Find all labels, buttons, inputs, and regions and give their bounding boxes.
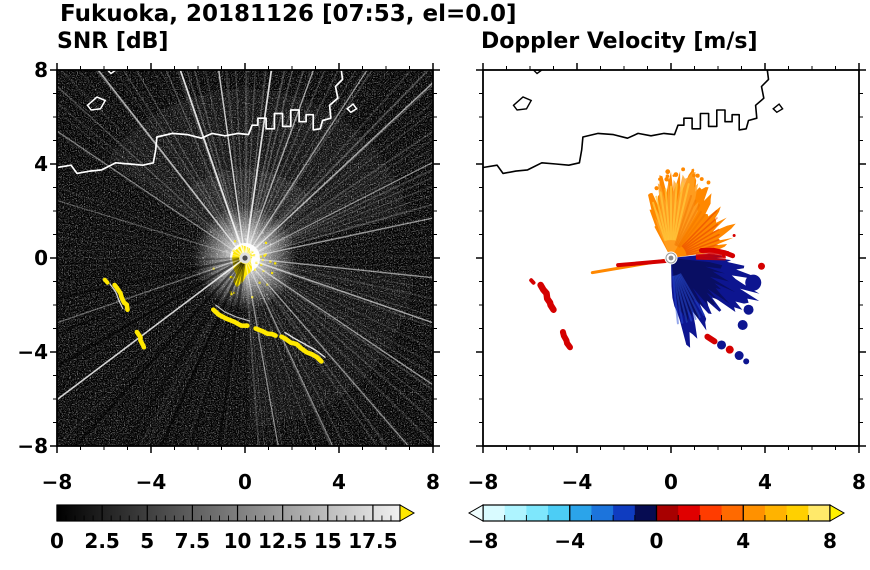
axes-frame	[50, 63, 866, 453]
snr-y-tick-label: 8	[34, 58, 48, 82]
velocity-x-tick-label: 0	[664, 470, 678, 494]
snr-y-tick-label: −4	[17, 340, 48, 364]
snr-colorbar-tick-label: 0	[50, 529, 64, 553]
snr-x-tick-label: −4	[135, 470, 167, 494]
velocity-colorbar-tick-label: −8	[467, 529, 499, 553]
snr-colorbar-tick-label: 10	[223, 529, 252, 553]
snr-x-tick-label: −8	[41, 470, 73, 494]
snr-y-tick-label: −8	[17, 434, 48, 458]
snr-colorbar-tick-label: 12.5	[257, 529, 308, 553]
snr-y-tick-label: 4	[34, 152, 48, 176]
snr-colorbar-tick-label: 17.5	[348, 529, 398, 553]
velocity-x-tick-label: 8	[852, 470, 866, 494]
snr-colorbar-tick-label: 5	[140, 529, 155, 553]
snr-y-tick-label: 0	[34, 246, 48, 270]
snr-colorbar	[56, 504, 416, 522]
snr-image	[57, 70, 433, 446]
velocity-colorbar	[467, 504, 846, 522]
snr-colorbar-over-arrow	[399, 504, 416, 522]
velocity-colorbar-tick-label: 4	[736, 529, 751, 553]
snr-colorbar-tick-label: 2.5	[84, 529, 120, 553]
velocity-x-tick-label: −4	[561, 470, 593, 494]
velocity-colorbar-tick-label: 0	[649, 529, 664, 553]
figure-title: Fukuoka, 20181126 [07:53, el=0.0]	[60, 1, 517, 27]
velocity-x-tick-label: 4	[758, 470, 772, 494]
snr-x-tick-label: 0	[238, 470, 252, 494]
velocity-colorbar-under-arrow	[467, 504, 484, 522]
snr-x-tick-label: 4	[332, 470, 346, 494]
velocity-image	[483, 70, 859, 446]
velocity-panel-title: Doppler Velocity [m/s]	[481, 29, 758, 54]
snr-x-tick-label: 8	[426, 470, 440, 494]
velocity-colorbar-tick-label: −4	[554, 529, 586, 553]
velocity-colorbar-over-arrow	[829, 504, 846, 522]
velocity-x-tick-label: −8	[467, 470, 499, 494]
velocity-colorbar-tick-label: 8	[823, 529, 837, 553]
snr-colorbar-tick-label: 7.5	[174, 529, 211, 553]
snr-colorbar-tick-label: 15	[313, 529, 342, 553]
snr-panel-title: SNR [dB]	[57, 29, 169, 54]
